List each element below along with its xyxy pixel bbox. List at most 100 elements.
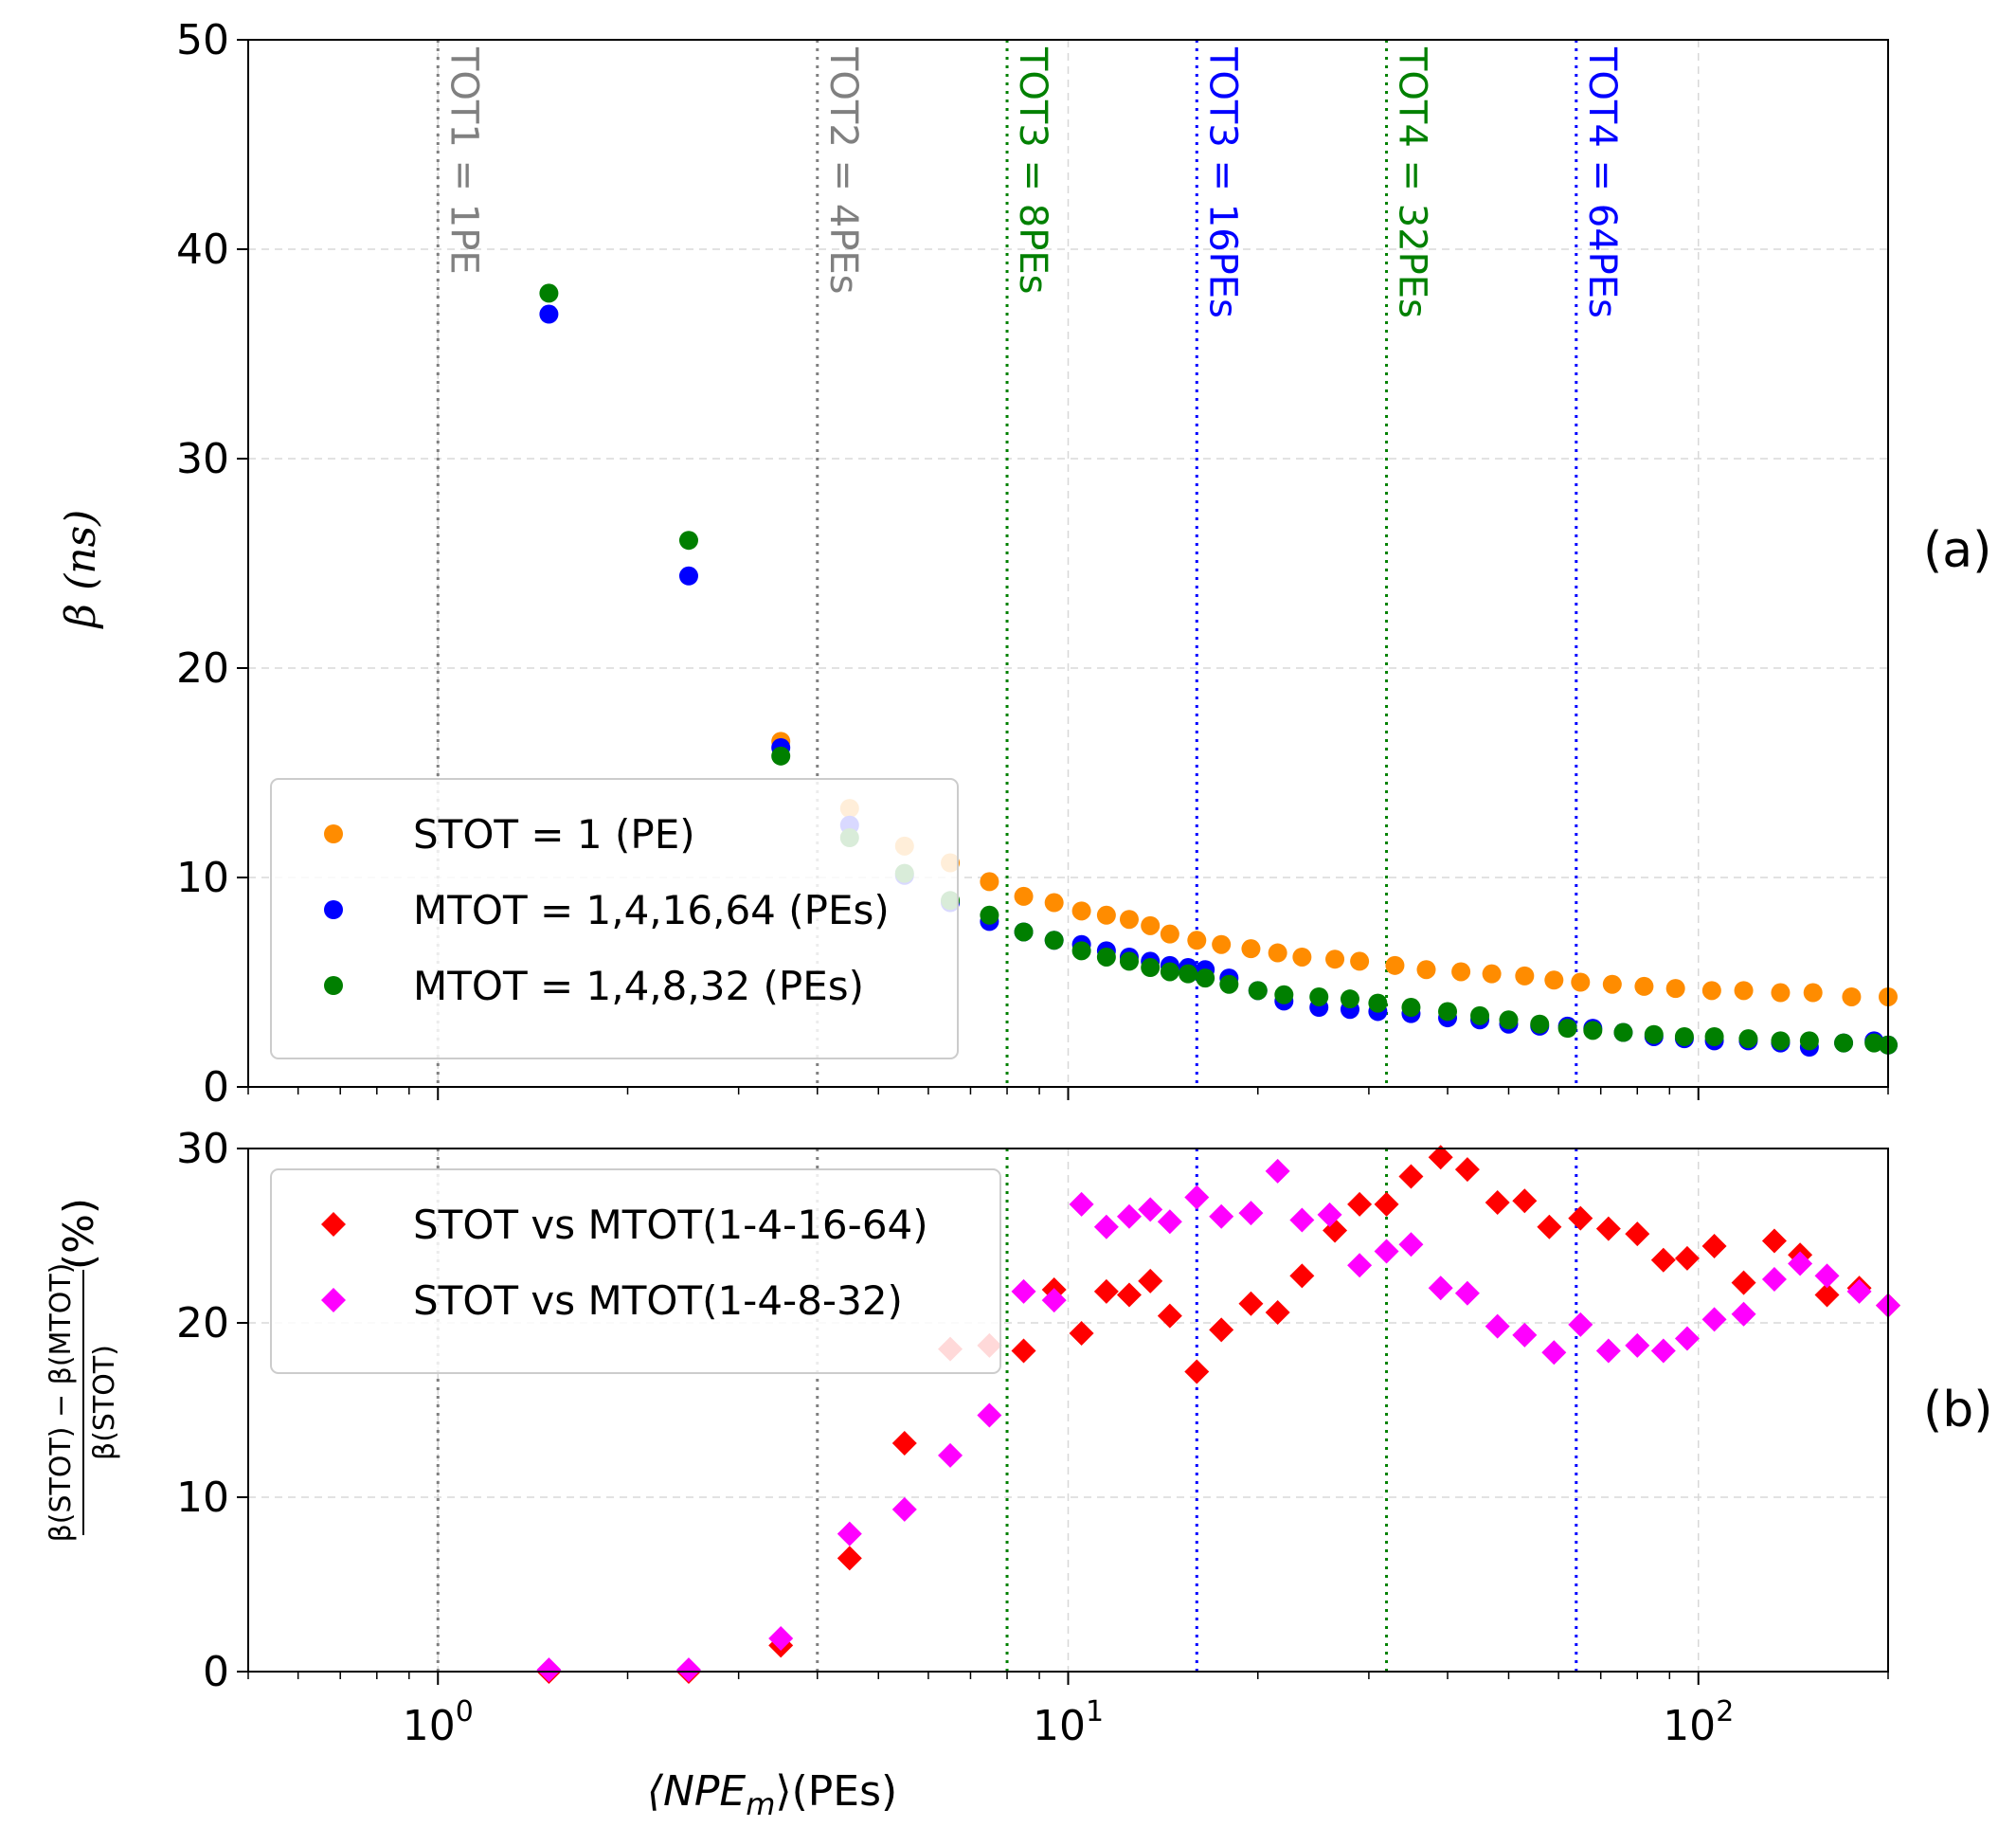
data-point bbox=[1160, 924, 1179, 944]
data-point bbox=[1701, 981, 1721, 1001]
data-point bbox=[1241, 939, 1261, 959]
legend-marker bbox=[321, 1288, 346, 1312]
data-point bbox=[1799, 1031, 1819, 1051]
data-point bbox=[1184, 1185, 1210, 1210]
data-point bbox=[1625, 1221, 1650, 1247]
y-tick-label: 0 bbox=[203, 1063, 229, 1112]
data-point bbox=[1602, 974, 1622, 994]
panel-b: 0 10 20 30 100 101 102 STOT vs MTOT(1-4-16-64)… bbox=[45, 1125, 1993, 1822]
beta-symbol: β (ns) bbox=[57, 510, 105, 630]
data-point bbox=[1248, 981, 1268, 1001]
series-1 bbox=[771, 732, 1898, 1006]
panel-b-ticks: 0 10 20 30 100 101 102 bbox=[176, 1125, 1889, 1750]
data-point bbox=[1771, 983, 1791, 1003]
data-point bbox=[1731, 1301, 1756, 1327]
ylabel-numerator: β(STOT) − β(MTOT) bbox=[45, 1263, 78, 1543]
data-point bbox=[1238, 1201, 1264, 1226]
data-point bbox=[1846, 1278, 1872, 1304]
data-point bbox=[1438, 1002, 1458, 1022]
data-point bbox=[1625, 1332, 1650, 1358]
legend-label: MTOT = 1,4,16,64 (PEs) bbox=[413, 887, 890, 933]
data-point bbox=[1674, 1026, 1694, 1046]
data-point bbox=[1289, 1263, 1315, 1289]
data-point bbox=[1196, 968, 1215, 988]
data-point bbox=[768, 1626, 794, 1652]
data-point bbox=[1325, 950, 1345, 969]
reference-line-label: TOT3 = 8PEs bbox=[1011, 46, 1054, 294]
data-point bbox=[1268, 943, 1287, 963]
data-point bbox=[1650, 1338, 1676, 1364]
data-point bbox=[1096, 905, 1116, 925]
data-point bbox=[1014, 886, 1034, 906]
data-point bbox=[1041, 1288, 1067, 1313]
reference-line-label: TOT3 = 16PEs bbox=[1200, 46, 1244, 318]
data-point bbox=[1317, 1202, 1342, 1227]
data-point bbox=[675, 1657, 701, 1683]
data-point bbox=[1374, 1239, 1399, 1264]
data-point bbox=[1401, 998, 1421, 1018]
panel-b-y-axis-label: β(STOT) − β(MTOT) β(STOT) (%) bbox=[45, 1198, 121, 1542]
data-point bbox=[1044, 931, 1064, 950]
data-point bbox=[1454, 1280, 1480, 1306]
x-tick-label: 102 bbox=[1663, 1695, 1734, 1750]
panel-a-ticks: 0 10 20 30 40 50 bbox=[176, 16, 1889, 1112]
data-point bbox=[1595, 1338, 1621, 1364]
data-point bbox=[771, 746, 791, 766]
data-point bbox=[1583, 1021, 1603, 1040]
data-point bbox=[1701, 1234, 1727, 1259]
data-point bbox=[1814, 1282, 1840, 1308]
data-point bbox=[1734, 981, 1754, 1001]
data-point bbox=[977, 1402, 1002, 1428]
x-axis-label-main: ⟨NPE bbox=[647, 1767, 747, 1816]
ylabel-unit: (%) bbox=[55, 1198, 103, 1270]
legend-box bbox=[270, 1168, 1001, 1374]
data-point bbox=[1512, 1322, 1538, 1348]
legend-marker bbox=[324, 824, 343, 843]
data-point bbox=[1265, 1158, 1290, 1184]
x-axis-label-suffix: ⟩(PEs) bbox=[775, 1767, 897, 1816]
data-point bbox=[1014, 922, 1034, 942]
data-point bbox=[1212, 934, 1232, 954]
data-point bbox=[1512, 1188, 1538, 1214]
data-point bbox=[1138, 1268, 1163, 1293]
data-point bbox=[1069, 1191, 1094, 1217]
data-point bbox=[539, 283, 559, 303]
data-point bbox=[1141, 958, 1161, 978]
panel-a: TOT1 = 1PE TOT2 = 4PEs TOT3 = 8PEs TOT3 = 1… bbox=[57, 16, 1991, 1112]
reference-line-label: TOT1 = 1PE bbox=[441, 46, 485, 275]
data-point bbox=[1470, 1005, 1490, 1025]
data-point bbox=[1398, 1164, 1424, 1189]
data-point bbox=[1238, 1291, 1264, 1316]
data-point bbox=[1482, 964, 1502, 984]
data-point bbox=[1044, 893, 1064, 913]
data-point bbox=[1096, 947, 1116, 967]
y-tick-label: 40 bbox=[176, 226, 229, 274]
data-point bbox=[938, 1442, 963, 1468]
x-tick-label: 101 bbox=[1033, 1695, 1104, 1750]
reference-line-label: TOT4 = 64PEs bbox=[1580, 46, 1624, 318]
data-point bbox=[1515, 966, 1535, 986]
data-point bbox=[1451, 962, 1471, 982]
data-point bbox=[1701, 1307, 1727, 1332]
data-point bbox=[1634, 976, 1654, 996]
y-tick-label: 30 bbox=[176, 435, 229, 483]
legend-marker bbox=[324, 900, 343, 919]
data-point bbox=[1842, 986, 1862, 1006]
data-point bbox=[1209, 1203, 1234, 1229]
data-point bbox=[1157, 1303, 1182, 1329]
data-point bbox=[1568, 1311, 1593, 1337]
data-point bbox=[1141, 915, 1161, 935]
panel-a-points bbox=[539, 283, 1898, 1058]
data-point bbox=[539, 304, 559, 324]
data-point bbox=[980, 905, 999, 925]
data-point bbox=[536, 1657, 562, 1683]
legend-label: STOT vs MTOT(1-4-16-64) bbox=[413, 1202, 928, 1248]
data-point bbox=[678, 566, 698, 586]
data-point bbox=[1292, 947, 1312, 967]
data-point bbox=[1771, 1031, 1791, 1051]
data-point bbox=[1428, 1145, 1453, 1170]
series-3 bbox=[539, 283, 1898, 1055]
data-point bbox=[1209, 1317, 1234, 1343]
data-point bbox=[837, 1546, 862, 1571]
